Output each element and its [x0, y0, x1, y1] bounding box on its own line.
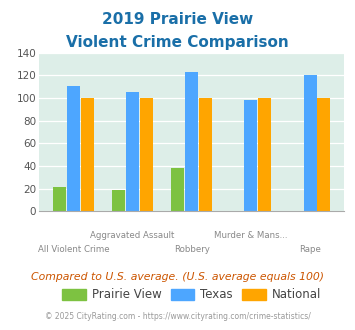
Text: 2019 Prairie View: 2019 Prairie View	[102, 12, 253, 26]
Bar	[244, 100, 257, 211]
Legend: Prairie View, Texas, National: Prairie View, Texas, National	[58, 283, 326, 306]
Text: All Violent Crime: All Violent Crime	[38, 245, 109, 253]
Bar	[140, 98, 153, 211]
Bar	[53, 187, 66, 211]
Text: Compared to U.S. average. (U.S. average equals 100): Compared to U.S. average. (U.S. average …	[31, 272, 324, 282]
Bar	[81, 98, 94, 211]
Bar	[171, 168, 184, 211]
Bar	[317, 98, 331, 211]
Text: © 2025 CityRating.com - https://www.cityrating.com/crime-statistics/: © 2025 CityRating.com - https://www.city…	[45, 312, 310, 321]
Bar	[67, 85, 80, 211]
Text: Aggravated Assault: Aggravated Assault	[90, 231, 175, 240]
Text: Robbery: Robbery	[174, 245, 210, 253]
Bar	[185, 72, 198, 211]
Bar	[199, 98, 212, 211]
Bar	[304, 76, 317, 211]
Bar	[126, 92, 139, 211]
Bar	[112, 190, 125, 211]
Text: Violent Crime Comparison: Violent Crime Comparison	[66, 35, 289, 50]
Text: Murder & Mans...: Murder & Mans...	[214, 231, 288, 240]
Text: Rape: Rape	[299, 245, 321, 253]
Bar	[258, 98, 271, 211]
